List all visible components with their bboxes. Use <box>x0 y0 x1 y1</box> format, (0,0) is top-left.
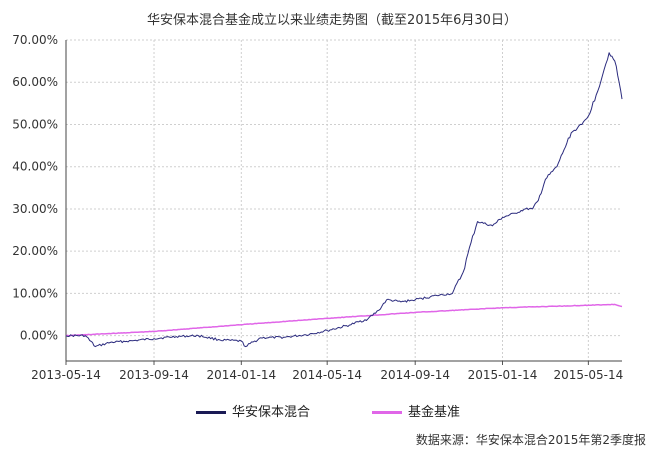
legend-label-benchmark: 基金基准 <box>408 405 461 420</box>
legend-item-benchmark: 基金基准 <box>372 401 460 420</box>
y-axis: 0.00% 10.00% 20.00% 30.00% 40.00% 50.00% 60.00… <box>12 33 67 361</box>
data-source-note: 数据来源：华安保本混合2015年第2季度报 <box>415 433 646 447</box>
x-tick-label: 2015-01-14 <box>468 368 538 382</box>
series-line-fund <box>65 52 623 348</box>
y-tick-label: 30.00% <box>12 202 58 216</box>
legend-swatch-fund <box>196 411 226 414</box>
series-line-benchmark <box>65 303 623 337</box>
legend-item-fund: 华安保本混合 <box>196 401 310 420</box>
legend-label-fund: 华安保本混合 <box>232 405 311 420</box>
y-tick-label: 40.00% <box>12 160 58 174</box>
x-tick-label: 2015-05-14 <box>553 368 623 382</box>
x-tick-label: 2013-05-14 <box>31 368 101 382</box>
chart-title: 华安保本混合基金成立以来业绩走势图（截至2015年6月30日） <box>147 13 517 28</box>
y-tick-label: 10.00% <box>12 286 58 300</box>
x-tick-label: 2014-09-14 <box>380 368 450 382</box>
x-tick-label: 2014-01-14 <box>206 368 276 382</box>
series-layer <box>65 52 623 348</box>
y-tick-label: 0.00% <box>20 329 58 343</box>
x-tick-label: 2014-05-14 <box>292 368 362 382</box>
x-tick-label: 2013-09-14 <box>119 368 189 382</box>
y-tick-label: 50.00% <box>12 117 58 131</box>
legend-swatch-benchmark <box>372 411 402 414</box>
line-chart: 2013-05-14 2013-09-14 2014-01-14 2014-05-14… <box>12 33 623 382</box>
x-axis: 2013-05-14 2013-09-14 2014-01-14 2014-05-14… <box>31 360 623 382</box>
y-tick-label: 20.00% <box>12 244 58 258</box>
y-tick-label: 70.00% <box>12 33 58 47</box>
y-tick-label: 60.00% <box>12 75 58 89</box>
